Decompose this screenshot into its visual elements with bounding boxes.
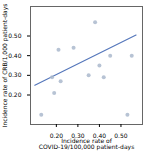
svg-text:0.50: 0.50 [114,132,128,139]
svg-text:0.40: 0.40 [92,131,107,139]
svg-text:0.30: 0.30 [8,71,22,78]
svg-text:Incidence rate of CRB/1,000 pa: Incidence rate of CRB/1,000 patient-days [1,4,9,128]
svg-text:0.20: 0.20 [49,131,63,139]
svg-text:Incidence rate ofCOVID-19/100,: Incidence rate ofCOVID-19/100,000 patien… [39,137,135,151]
svg-text:0.50: 0.50 [8,32,22,39]
svg-text:0.40: 0.40 [8,52,22,59]
svg-text:0.20: 0.20 [8,91,22,98]
svg-text:0.30: 0.30 [71,131,85,139]
